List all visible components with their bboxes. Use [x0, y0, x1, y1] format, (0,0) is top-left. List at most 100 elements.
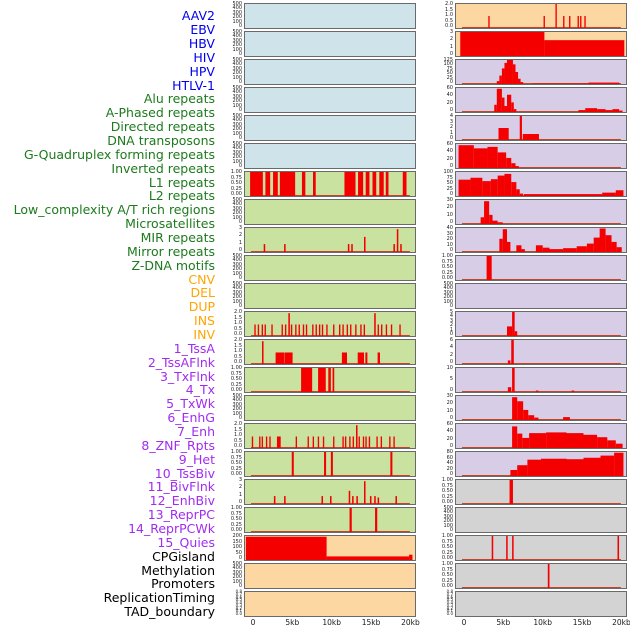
- track-label-13_ReprPC: 13_ReprPC: [147, 507, 215, 523]
- ytick-Directed repeats: 3: [238, 225, 242, 231]
- ytick-DUP: 0.0: [235, 611, 242, 616]
- ytick-Alu repeats: 0.00: [230, 191, 242, 197]
- track-1_TssA: [455, 59, 627, 85]
- track-label-Alu repeats: Alu repeats: [143, 91, 215, 107]
- ytick-EBV: 500: [232, 29, 242, 35]
- ytick-INV: 1: [449, 43, 453, 50]
- ytick-5_TxWk: 25: [446, 185, 453, 192]
- track-L1 repeats: [244, 339, 416, 365]
- ytick-HTLV-1: 100: [232, 158, 242, 165]
- xtick-left-20kb: 20kb: [401, 618, 420, 627]
- ytick-CNV: 100: [232, 544, 242, 550]
- ytick-Microsatellites: 0.0: [234, 443, 242, 449]
- ytick-HTLV-1: 500: [232, 141, 242, 147]
- ytick-HBV: 200: [232, 70, 242, 77]
- ytick-DEL: 300: [232, 569, 242, 576]
- ytick-7_Enh: 20: [446, 236, 453, 242]
- ytick-TAD_boundary: 0.4: [446, 600, 453, 605]
- track-L2 repeats: [244, 367, 416, 393]
- track-Inverted repeats: [244, 311, 416, 337]
- ytick-CNV: 150: [232, 538, 242, 545]
- ytick-INV: 3: [449, 29, 453, 35]
- ytick-Promoters: 0.00: [441, 555, 453, 561]
- ytick-Alu repeats: 0.25: [230, 185, 242, 192]
- track-signal-Low_complexity A/T rich regions: [245, 396, 415, 420]
- track-A-Phased repeats: [244, 199, 416, 225]
- track-label-DUP: DUP: [188, 299, 215, 315]
- ytick-Inverted repeats: 0.5: [234, 325, 242, 332]
- ytick-L1 repeats: 0.5: [234, 353, 242, 360]
- xtick-right-10kb: 10kb: [533, 618, 553, 627]
- track-Methylation: [455, 507, 627, 533]
- track-signal-INS: [461, 4, 621, 28]
- track-6_EnhG: [455, 199, 627, 225]
- ytick-2_TssAFlnk: 20: [446, 99, 453, 106]
- track-label-HTLV-1: HTLV-1: [172, 77, 215, 93]
- track-label-2_TssAFlnk: 2_TssAFlnk: [147, 354, 215, 370]
- ytick-9_Het: 200: [443, 294, 453, 301]
- ytick-ReplicationTiming: 0.25: [441, 577, 453, 584]
- ytick-Promoters: 0.25: [441, 549, 453, 556]
- ytick-DUP: 0.5: [235, 597, 242, 603]
- ytick-Promoters: 0.50: [441, 544, 453, 550]
- ytick-G-Quadruplex forming repeats: 500: [232, 281, 242, 287]
- ytick-3_TxFlnk: 0: [449, 135, 453, 141]
- track-signal-DUP: [245, 592, 415, 616]
- ytick-EBV: 300: [232, 37, 242, 44]
- ytick-13_ReprPC: 0: [449, 415, 453, 421]
- ytick-Methylation: 500: [443, 505, 453, 511]
- ytick-A-Phased repeats: 500: [232, 197, 242, 203]
- ytick-ReplicationTiming: 0.75: [441, 566, 453, 573]
- ytick-8_ZNF_Rpts: 0.75: [441, 258, 453, 265]
- track-label-5_TxWk: 5_TxWk: [166, 396, 215, 412]
- ytick-7_Enh: 10: [446, 241, 453, 248]
- ytick-Methylation: 100: [443, 522, 453, 529]
- ytick-CPGisland: 1.00: [441, 477, 453, 483]
- ytick-A-Phased repeats: 400: [232, 201, 242, 208]
- track-signal-Microsatellites: [250, 425, 410, 448]
- track-MIR repeats: [244, 451, 416, 477]
- ytick-10_TssBiv: 1: [449, 326, 453, 333]
- ytick-DNA transposons: 300: [232, 261, 242, 268]
- ytick-HPV: 200: [232, 126, 242, 133]
- track-signal-HBV: [245, 60, 415, 84]
- ytick-Alu repeats: 0.75: [230, 174, 242, 181]
- track-label-L1 repeats: L1 repeats: [148, 174, 215, 190]
- ytick-Low_complexity A/T rich regions: 400: [232, 397, 242, 404]
- ytick-9_Het: 100: [443, 298, 453, 305]
- xtick-left-10kb: 10kb: [322, 618, 342, 627]
- ytick-6_EnhG: 20: [446, 204, 453, 211]
- ytick-Microsatellites: 2.0: [234, 421, 242, 427]
- ytick-HPV: 100: [232, 130, 242, 137]
- ytick-Mirror repeats: 1: [238, 491, 242, 498]
- ytick-Inverted repeats: 0.0: [234, 331, 242, 337]
- ytick-L2 repeats: 0.25: [230, 381, 242, 388]
- ytick-9_Het: 0: [449, 303, 453, 309]
- track-signal-Z-DNA motifs: [250, 508, 410, 532]
- ytick-CPGisland: 0.75: [441, 482, 453, 489]
- ytick-2_TssAFlnk: 0: [449, 107, 453, 113]
- track-label-Promoters: Promoters: [151, 576, 215, 592]
- ytick-HBV: 0: [238, 79, 242, 85]
- ytick-CNV: 0: [238, 555, 242, 561]
- ytick-14_ReprPCWk: 40: [446, 428, 453, 435]
- ytick-7_Enh: 30: [446, 230, 453, 237]
- xtick-right-5kb: 5kb: [496, 618, 511, 627]
- ytick-10_TssBiv: 5: [449, 309, 453, 315]
- track-label-1_TssA: 1_TssA: [173, 340, 215, 356]
- ytick-Microsatellites: 0.5: [234, 437, 242, 444]
- ytick-A-Phased repeats: 0: [238, 219, 242, 225]
- ytick-TAD_boundary: 0.2: [446, 605, 453, 611]
- ytick-3_TxFlnk: 2: [449, 124, 453, 130]
- track-signal-HIV: [245, 88, 415, 112]
- ytick-L2 repeats: 0.50: [230, 376, 242, 382]
- ytick-L2 repeats: 0.75: [230, 370, 242, 377]
- track-Z-DNA motifs: [244, 507, 416, 533]
- xtick-left-15kb: 15kb: [361, 618, 381, 627]
- ytick-11_BivFlnk: 2: [449, 351, 453, 358]
- track-signal-8_ZNF_Rpts: [461, 256, 621, 280]
- track-signal-A-Phased repeats: [245, 200, 415, 224]
- track-signal-Inverted repeats: [250, 313, 410, 336]
- track-11_BivFlnk: [455, 339, 627, 365]
- ytick-Z-DNA motifs: 0.25: [230, 521, 242, 528]
